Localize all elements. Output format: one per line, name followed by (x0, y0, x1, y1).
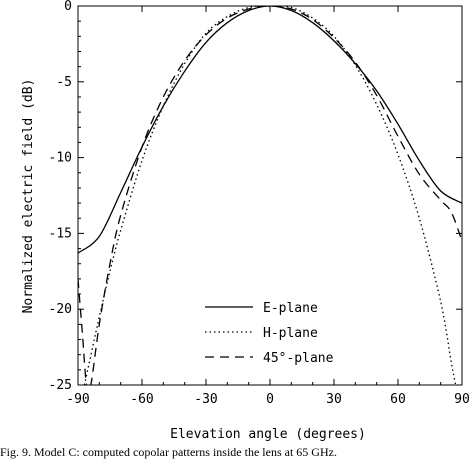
plot-area (78, 6, 462, 385)
x-tick-label: 90 (454, 392, 470, 407)
y-tick-label: -15 (49, 226, 72, 241)
x-tick-label: -60 (130, 392, 153, 407)
y-tick-label: -20 (49, 302, 72, 317)
legend-label: E-plane (263, 301, 318, 316)
series-line-dashed (78, 6, 462, 385)
axes: -90 -60 -30 0 30 60 90 0 -5 -10 -15 -20 -25 (49, 0, 470, 407)
x-tick-label: 30 (326, 392, 342, 407)
y-axis-label: Normalized electric field (dB) (21, 79, 36, 314)
legend-label: H-plane (263, 326, 318, 341)
legend-label: 45°-plane (263, 351, 334, 366)
x-tick-label: -30 (194, 392, 217, 407)
y-tick-label: -5 (56, 75, 72, 90)
series-line-solid (78, 6, 462, 254)
x-tick-label: -90 (66, 392, 89, 407)
legend: E-plane H-plane 45°-plane (205, 301, 334, 366)
y-tick-label: -10 (49, 151, 72, 166)
x-tick-label: 0 (266, 392, 274, 407)
y-tick-label: 0 (64, 0, 72, 14)
x-axis-label: Elevation angle (degrees) (170, 427, 366, 442)
x-tick-label: 60 (390, 392, 406, 407)
figure-caption: Fig. 9. Model C: computed copolar patter… (0, 445, 337, 459)
y-tick-label: -25 (49, 378, 72, 393)
